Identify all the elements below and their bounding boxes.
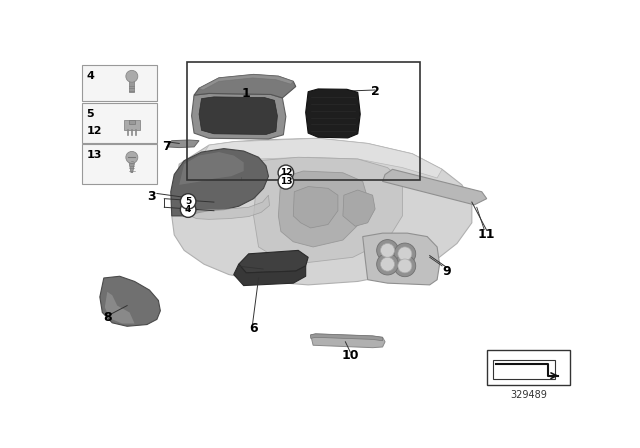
Circle shape xyxy=(278,174,294,189)
Text: 6: 6 xyxy=(250,322,258,335)
Polygon shape xyxy=(105,292,134,323)
Polygon shape xyxy=(253,157,403,263)
Bar xyxy=(82,65,157,101)
Bar xyxy=(129,121,135,124)
Bar xyxy=(82,144,157,184)
Text: 9: 9 xyxy=(443,265,451,278)
Circle shape xyxy=(126,70,138,82)
Circle shape xyxy=(381,243,394,257)
Text: 8: 8 xyxy=(103,311,111,324)
Circle shape xyxy=(398,247,412,261)
Text: 329489: 329489 xyxy=(510,390,547,400)
Text: 2: 2 xyxy=(371,85,380,98)
Polygon shape xyxy=(199,97,277,134)
Text: 4: 4 xyxy=(185,205,191,214)
Circle shape xyxy=(180,194,196,209)
Circle shape xyxy=(126,151,138,164)
Circle shape xyxy=(377,254,398,275)
Circle shape xyxy=(180,202,196,217)
Text: 13: 13 xyxy=(86,150,102,160)
Text: 12: 12 xyxy=(280,168,292,177)
Polygon shape xyxy=(278,171,367,247)
Text: 5: 5 xyxy=(185,197,191,206)
Polygon shape xyxy=(172,138,472,285)
Text: 7: 7 xyxy=(163,140,171,153)
Polygon shape xyxy=(239,250,308,273)
Text: 12: 12 xyxy=(86,126,102,136)
Polygon shape xyxy=(171,149,269,216)
Polygon shape xyxy=(383,169,486,205)
Text: 3: 3 xyxy=(148,190,156,203)
Text: 10: 10 xyxy=(342,349,359,362)
Bar xyxy=(129,76,134,91)
Polygon shape xyxy=(234,264,306,285)
Bar xyxy=(187,62,420,180)
Text: 11: 11 xyxy=(478,228,495,241)
Polygon shape xyxy=(167,140,199,147)
Polygon shape xyxy=(310,334,383,341)
Bar xyxy=(82,103,157,143)
Polygon shape xyxy=(196,138,442,178)
Bar xyxy=(124,121,140,129)
Circle shape xyxy=(394,243,416,265)
Circle shape xyxy=(394,255,416,277)
Polygon shape xyxy=(189,195,269,220)
Circle shape xyxy=(398,259,412,273)
Polygon shape xyxy=(199,74,293,90)
Polygon shape xyxy=(363,233,440,285)
Bar xyxy=(486,350,570,385)
Circle shape xyxy=(278,165,294,181)
Text: 1: 1 xyxy=(242,87,250,100)
Polygon shape xyxy=(179,152,244,185)
Circle shape xyxy=(377,240,398,261)
Polygon shape xyxy=(306,89,360,138)
Polygon shape xyxy=(194,74,296,98)
Polygon shape xyxy=(293,186,338,228)
Polygon shape xyxy=(129,159,135,172)
Text: 13: 13 xyxy=(280,177,292,186)
Circle shape xyxy=(381,257,394,271)
Polygon shape xyxy=(343,190,375,226)
Text: 5: 5 xyxy=(86,109,94,119)
Polygon shape xyxy=(191,94,286,139)
Polygon shape xyxy=(100,276,161,326)
Text: 4: 4 xyxy=(86,71,95,81)
Polygon shape xyxy=(310,334,385,348)
